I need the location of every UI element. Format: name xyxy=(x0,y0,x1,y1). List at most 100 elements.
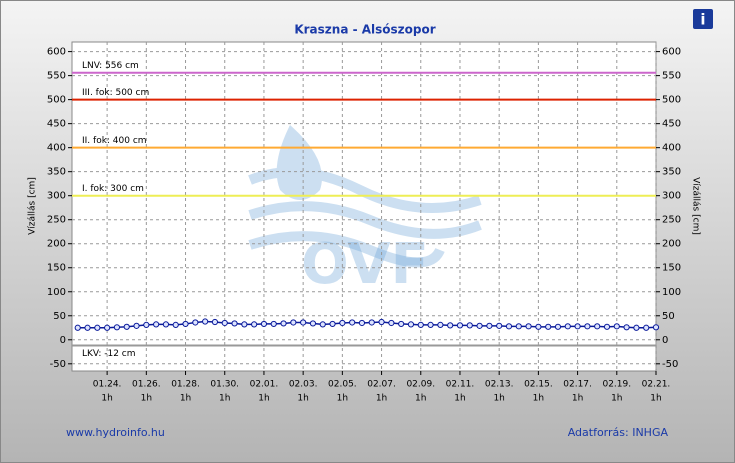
x-tick-label: 01.26. xyxy=(132,380,161,390)
y-tick-label: 350 xyxy=(47,167,66,178)
data-point xyxy=(231,320,238,327)
data-point xyxy=(104,324,111,331)
data-point xyxy=(417,321,424,328)
data-point xyxy=(496,322,503,329)
data-point xyxy=(643,324,650,331)
y-axis-label: Vízállás [cm] xyxy=(28,177,38,235)
x-tick-label: 1h xyxy=(611,394,622,404)
info-button[interactable] xyxy=(693,9,713,29)
y-tick-label: 400 xyxy=(47,143,66,154)
y-tick-label: 450 xyxy=(47,119,66,130)
x-tick-label: 02.01. xyxy=(250,380,279,390)
data-point xyxy=(564,323,571,330)
source-right: Adatforrás: INHGA xyxy=(568,426,669,439)
data-point xyxy=(505,323,513,330)
y-tick-label: 50 xyxy=(53,311,66,322)
data-point xyxy=(270,320,277,328)
x-tick-label: 02.21. xyxy=(642,380,671,390)
data-point xyxy=(309,320,317,327)
x-tick-label: 1h xyxy=(258,394,269,404)
x-tick-label: 01.30. xyxy=(210,380,239,390)
data-point xyxy=(329,320,336,328)
x-tick-label: 02.07. xyxy=(367,380,396,390)
data-point xyxy=(613,323,620,330)
data-point xyxy=(172,321,179,328)
data-point xyxy=(584,323,591,330)
data-point xyxy=(486,322,493,329)
data-point xyxy=(94,324,101,331)
x-tick-label: 1h xyxy=(572,394,583,404)
data-point xyxy=(339,319,346,327)
y2-tick-label: 450 xyxy=(662,119,681,130)
data-point xyxy=(84,324,91,331)
data-point xyxy=(251,321,258,328)
data-point xyxy=(143,321,150,328)
y2-tick-label: 600 xyxy=(662,47,681,58)
data-point xyxy=(633,324,640,331)
data-point xyxy=(123,323,130,330)
threshold-label: III. fok: 500 cm xyxy=(82,88,149,98)
data-point xyxy=(280,320,287,327)
data-point xyxy=(368,319,375,326)
data-point xyxy=(133,322,140,329)
x-tick-label: 02.13. xyxy=(485,380,514,390)
x-tick-label: 1h xyxy=(533,394,544,404)
y2-tick-label: -50 xyxy=(662,359,678,370)
info-icon[interactable]: i xyxy=(700,11,705,29)
data-point xyxy=(202,318,209,325)
data-point xyxy=(447,322,454,329)
watermark-logo xyxy=(248,125,482,268)
threshold-label: LNV: 556 cm xyxy=(82,61,139,71)
data-point xyxy=(427,321,434,328)
x-tick-label: 1h xyxy=(297,394,308,404)
data-point xyxy=(525,323,532,330)
y2-tick-label: 400 xyxy=(662,143,681,154)
watermark: OVF xyxy=(301,232,429,297)
data-point xyxy=(388,319,395,327)
data-point xyxy=(515,323,522,330)
data-point xyxy=(182,320,189,328)
x-tick-label: 02.05. xyxy=(328,380,357,390)
y2-tick-label: 50 xyxy=(662,311,675,322)
data-point xyxy=(574,323,581,330)
x-tick-label: 02.11. xyxy=(446,380,475,390)
y2-tick-label: 200 xyxy=(662,239,681,250)
x-tick-label: 02.15. xyxy=(524,380,553,390)
y-tick-label: 300 xyxy=(47,191,66,202)
x-tick-label: 02.09. xyxy=(406,380,435,390)
data-point xyxy=(74,324,81,331)
data-point xyxy=(290,319,297,326)
chart-title: Kraszna - Alsószopor xyxy=(294,23,435,37)
x-tick-label: 1h xyxy=(101,394,112,404)
data-point xyxy=(211,318,219,326)
data-point xyxy=(162,321,170,328)
data-point xyxy=(554,323,562,330)
data-point xyxy=(407,321,415,328)
data-point xyxy=(192,319,199,326)
y2-axis-label: Vízállás [cm] xyxy=(691,177,701,235)
threshold-label: II. fok: 400 cm xyxy=(82,136,147,146)
x-tick-label: 02.03. xyxy=(289,380,318,390)
y2-tick-label: 300 xyxy=(662,191,681,202)
y2-tick-label: 0 xyxy=(662,335,668,346)
x-tick-label: 02.17. xyxy=(563,380,592,390)
y-tick-label: -50 xyxy=(50,359,66,370)
y-tick-label: 550 xyxy=(47,71,66,82)
data-point xyxy=(349,319,356,326)
y-tick-label: 500 xyxy=(47,95,66,106)
data-point xyxy=(603,323,611,330)
data-point xyxy=(221,319,228,327)
data-point xyxy=(652,324,660,331)
y-tick-label: 150 xyxy=(47,263,66,274)
x-tick-label: 1h xyxy=(650,394,661,404)
threshold-label: I. fok: 300 cm xyxy=(82,184,144,194)
y-tick-label: 200 xyxy=(47,239,66,250)
data-point xyxy=(594,323,601,330)
x-tick-label: 1h xyxy=(337,394,348,404)
y-tick-label: 250 xyxy=(47,215,66,226)
data-point xyxy=(113,324,121,331)
data-point xyxy=(466,322,473,329)
y2-tick-label: 550 xyxy=(662,71,681,82)
x-tick-label: 1h xyxy=(219,394,230,404)
